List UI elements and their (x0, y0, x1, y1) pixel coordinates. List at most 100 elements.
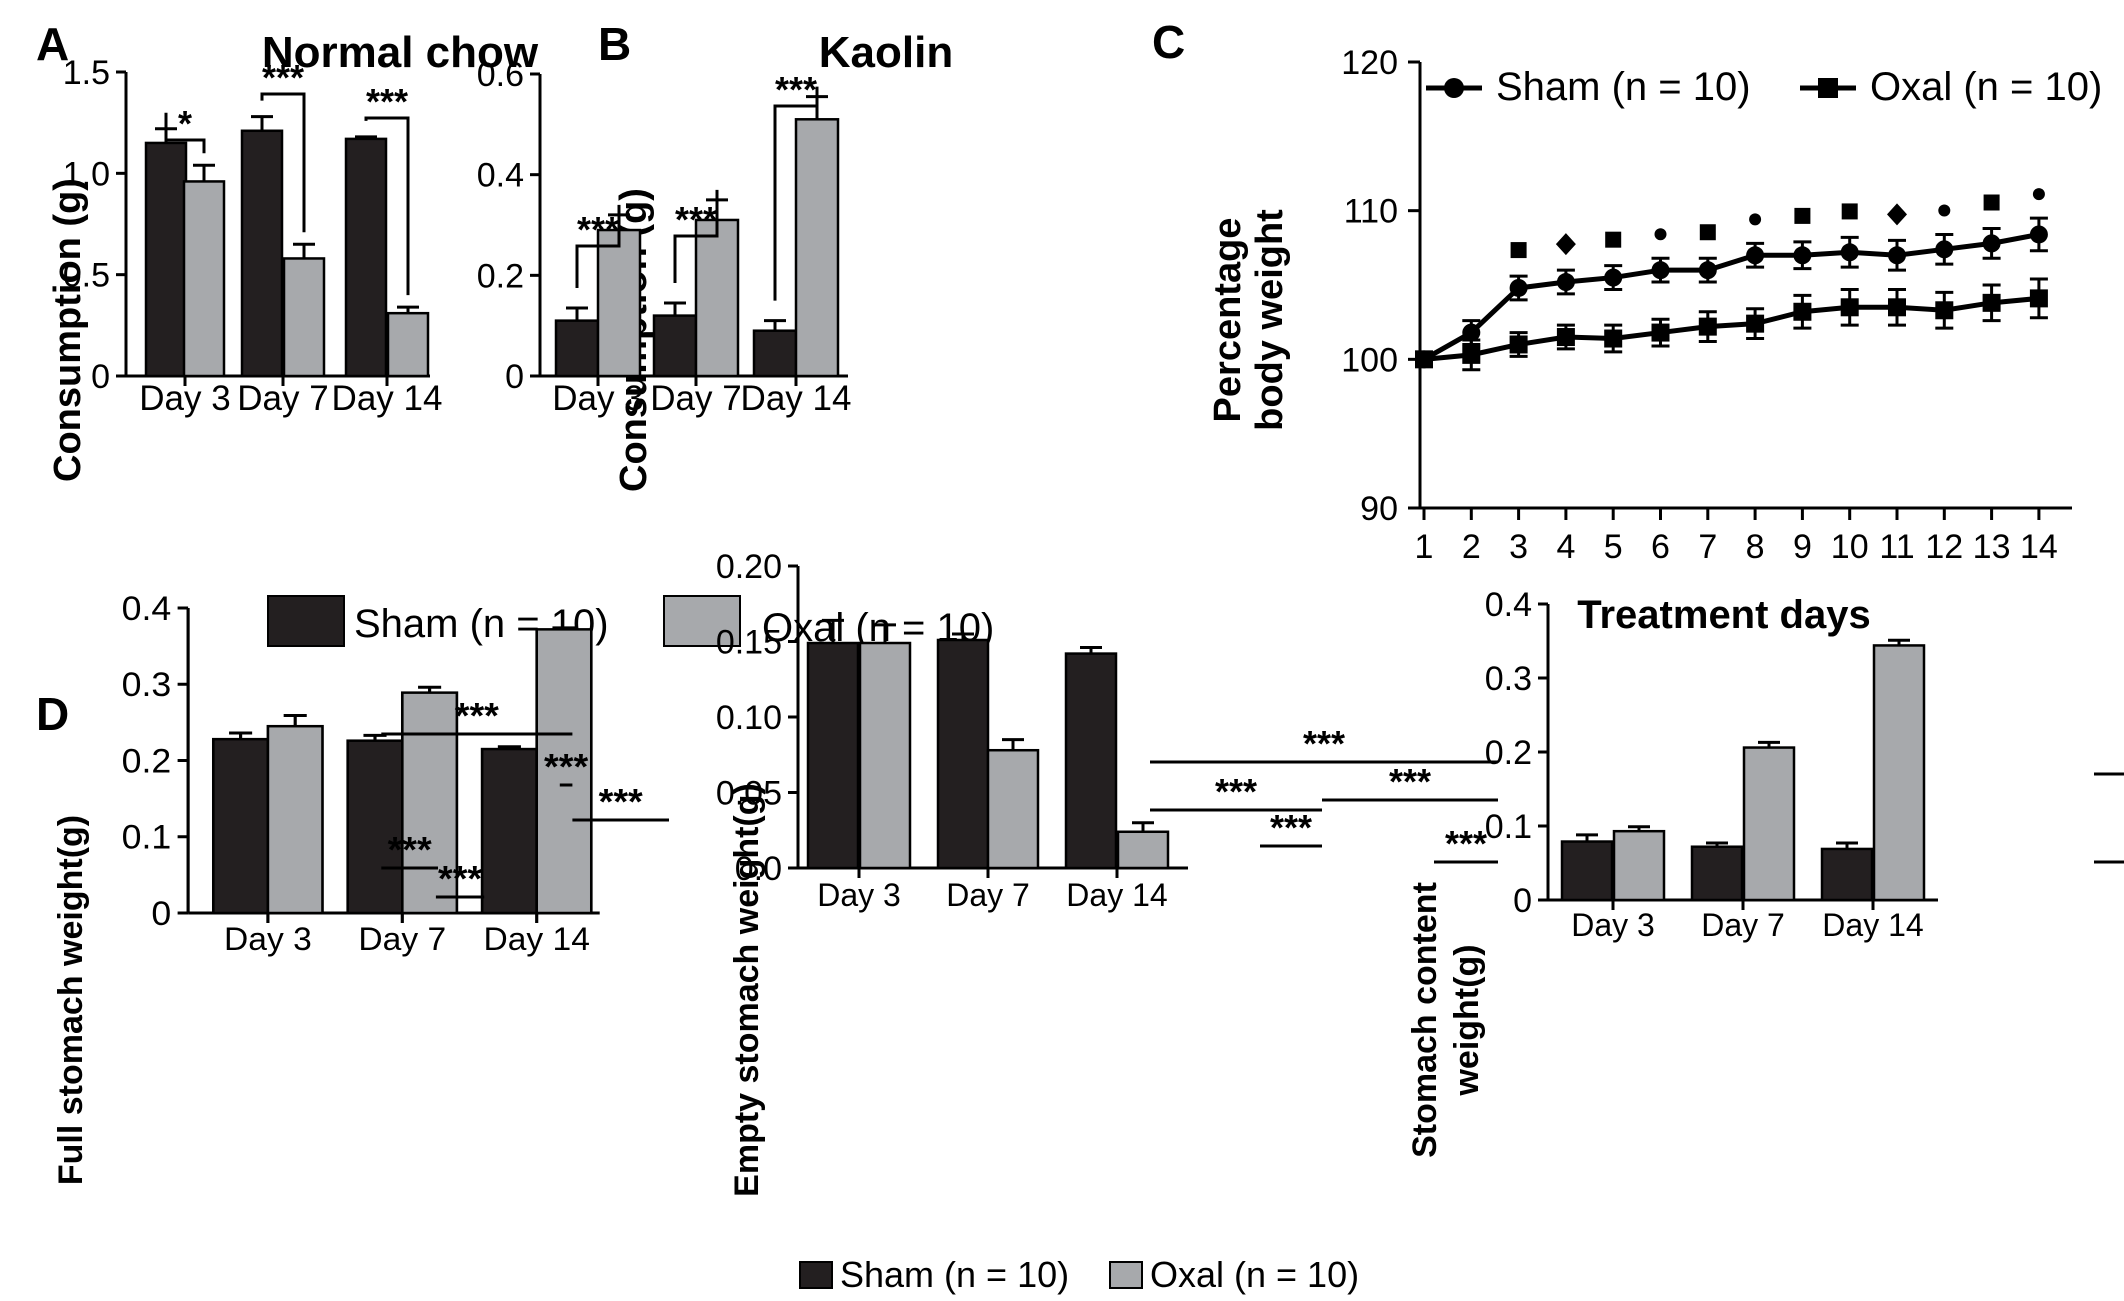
chart-c-point-sham (1840, 243, 1859, 262)
legend-c: Sham (n = 10) Oxal (n = 10) (1426, 65, 2102, 109)
chart-d1-sig-label: *** (599, 782, 644, 822)
chart-d2-ytick-label: 0.20 (716, 548, 782, 586)
chart-d1-ylabel: Full stomach weight(g) (52, 815, 90, 1185)
chart-a-ytick-label: 1.5 (63, 54, 110, 92)
chart-a-ytick-label: 1.0 (63, 155, 110, 193)
chart-a-category-label: Day 3 (139, 379, 230, 418)
chart-c-significance-marker (1510, 242, 1527, 259)
chart-d3-bar-sham (1560, 840, 1614, 902)
legend-c-sham-marker (1444, 78, 1464, 98)
chart-c-xtick-label: 7 (1698, 528, 1717, 566)
chart-b-bar-oxal (596, 228, 642, 378)
chart-c-xtick-label: 6 (1651, 528, 1670, 566)
chart-d1-bar-sham (211, 737, 270, 915)
panel-label-a: A (36, 18, 69, 70)
chart-b-bar-oxal (794, 118, 840, 378)
chart-b-category-label: Day 3 (552, 379, 643, 418)
chart-d1-sig-label: *** (455, 696, 500, 736)
chart-c-xtick-label: 14 (2020, 528, 2058, 566)
chart-b-sig-bracket (773, 86, 819, 301)
chart-d2-bar-sham (806, 641, 860, 870)
chart-c-point-oxal (1746, 314, 1765, 333)
chart-c-significance-marker (1605, 231, 1622, 248)
chart-d3-category-label: Day 14 (1822, 907, 1923, 943)
chart-d1-ytick-label: 0.1 (122, 819, 172, 857)
chart-c-point-sham (1462, 323, 1481, 342)
chart-b-bar-oxal (694, 218, 740, 378)
chart-c-significance-marker (1841, 203, 1858, 220)
chart-d1-sig-label: *** (544, 747, 589, 787)
chart-a-ytick-label: 0.5 (63, 257, 110, 295)
chart-c-point-oxal (1651, 323, 1670, 342)
chart-d1-ytick-label: 0.2 (122, 742, 172, 780)
legend-c-oxal-marker (1818, 78, 1838, 98)
chart-d2-sig-label: *** (1215, 771, 1257, 812)
chart-a-bar-sham (144, 141, 188, 378)
chart-c-significance-marker (1699, 224, 1716, 241)
chart-b-ytick-label: 0.2 (477, 257, 524, 295)
chart-c-point-sham (1604, 268, 1623, 287)
chart-a-bar-oxal (386, 311, 430, 378)
chart-c-xtick-label: 9 (1793, 528, 1812, 566)
chart-c-point-sham (1509, 278, 1528, 297)
chart-d2-category-label: Day 3 (817, 877, 901, 913)
chart-c-point-oxal (2029, 289, 2048, 308)
legend-ab-oxal-swatch (663, 595, 741, 647)
chart-b-category-label: Day 14 (741, 379, 852, 418)
chart-c-significance-marker (1749, 213, 1762, 226)
chart-d2-sig-label: *** (1445, 823, 1487, 864)
chart-c-xtick-label: 2 (1462, 528, 1481, 566)
chart-c-ytick-label: 90 (1360, 490, 1398, 528)
chart-c-xtick-label: 3 (1509, 528, 1528, 566)
chart-d3-ytick-label: 0 (1513, 882, 1532, 920)
chart-b-sig-label: *** (775, 69, 817, 110)
chart-d2-bar-sham (1064, 652, 1118, 870)
chart-c-point-sham (1556, 273, 1575, 292)
chart-a-ylabel: Consumption (g) (47, 178, 89, 482)
chart-a-sig-bracket (260, 92, 306, 233)
chart-d3-bar-oxal (1742, 746, 1796, 902)
chart-c-point-oxal (1888, 298, 1906, 317)
legend-c-oxal-label: Oxal (n = 10) (1870, 65, 2102, 109)
chart-d2-ytick-label: 0.0 (735, 850, 782, 888)
chart-c-xtick-label: 12 (1925, 528, 1963, 566)
chart-d1-bar-oxal (400, 691, 459, 915)
chart-d3-bar-oxal (1612, 829, 1666, 902)
chart-d1-ytick-label: 0.3 (122, 666, 172, 704)
chart-a-bar-oxal (282, 257, 326, 378)
chart-c-xtick-label: 8 (1746, 528, 1765, 566)
legend-c-sham-label: Sham (n = 10) (1496, 65, 1751, 109)
chart-c-point-sham (1746, 246, 1765, 265)
chart-d1-category-label: Day 3 (224, 921, 312, 957)
chart-a-bar-oxal (182, 180, 226, 378)
chart-a-sig-label: * (178, 103, 192, 144)
chart-c-xtick-label: 13 (1973, 528, 2011, 566)
chart-d3-category-label: Day 7 (1701, 907, 1785, 943)
chart-c-xtick-label: 11 (1879, 528, 1914, 566)
chart-b-sig-label: *** (577, 209, 619, 250)
chart-d2-sig-label: *** (1270, 807, 1312, 848)
chart-d3-bar-oxal (1872, 644, 1926, 902)
chart-a-sig-bracket (364, 116, 410, 296)
chart-d3-ylabel-line1: Stomach content (1406, 882, 1444, 1158)
chart-c-ytick-label: 120 (1341, 44, 1398, 82)
chart-d3-bar-sham (1690, 845, 1744, 902)
chart-d1-sig-label: *** (388, 830, 433, 870)
chart-c-significance-marker (1555, 233, 1576, 256)
legend-d-oxal-label: Oxal (n = 10) (1150, 1254, 1359, 1295)
chart-b-sig-bracket (673, 189, 719, 284)
chart-d1-category-label: Day 14 (483, 921, 589, 957)
chart-d2-bar-oxal (1116, 830, 1170, 870)
chart-d2-ytick-label: 0.05 (716, 775, 782, 813)
chart-c-point-oxal (1509, 335, 1528, 354)
chart-c-significance-marker (1794, 207, 1811, 224)
chart-d3-category-label: Day 3 (1571, 907, 1655, 943)
chart-c-xlabel: Treatment days (1577, 593, 1870, 637)
chart-a-bar-sham (344, 137, 388, 378)
chart-d2-ylabel: Empty stomach weight(g) (728, 783, 766, 1197)
legend-ab-sham-swatch (267, 595, 345, 647)
